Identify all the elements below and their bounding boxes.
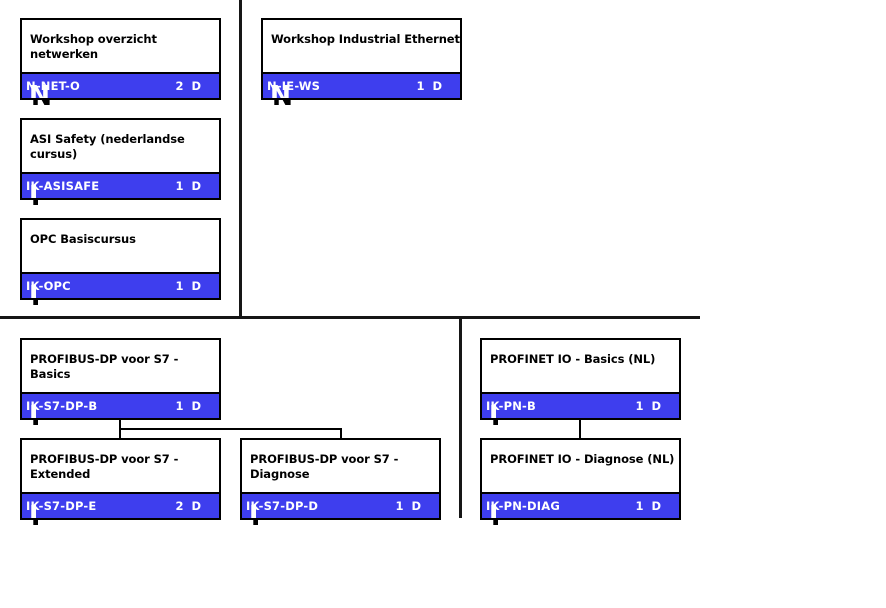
course-code-bar: IK-OPC 1 D I [22,272,219,298]
duration-value: 1 [635,499,644,513]
duration-unit: D [191,279,201,293]
course-code-bar: IK-S7-DP-B 1 D I [22,392,219,418]
course-title: PROFIBUS-DP voor S7 - Extended [30,452,179,481]
duration-value: 1 [175,179,184,193]
course-box-ik-s7-dp-d[interactable]: PROFIBUS-DP voor S7 - Diagnose I IK-S7-D… [240,438,441,529]
duration-unit: D [191,179,201,193]
course-box-n-net-o[interactable]: Workshop overzicht netwerken N N-NET-O 2… [20,18,221,109]
course-code: IK-PN-B [486,399,536,413]
course-title: Workshop overzicht netwerken [30,32,157,61]
duration-value: 1 [175,279,184,293]
duration-unit: D [191,399,201,413]
duration-value: 2 [175,79,184,93]
course-code: IK-OPC [26,279,71,293]
course-duration: 2 D [175,79,201,93]
course-code-bar: IK-S7-DP-E 2 D I [22,492,219,518]
duration-value: 1 [416,79,425,93]
course-title: OPC Basiscursus [30,232,136,246]
divider-vertical-bottom [459,319,462,518]
course-box-ik-s7-dp-b[interactable]: PROFIBUS-DP voor S7 - Basics I IK-S7-DP-… [20,338,221,429]
course-duration: 1 D [175,179,201,193]
course-code: IK-PN-DIAG [486,499,560,513]
course-duration: 1 D [395,499,421,513]
course-code: IK-S7-DP-D [246,499,319,513]
course-duration: 1 D [635,499,661,513]
divider-vertical-top [239,0,242,318]
duration-value: 1 [175,399,184,413]
course-code: N-NET-O [26,79,80,93]
connector-profinet-basics-diagnose [579,420,581,438]
duration-value: 2 [175,499,184,513]
course-code-bar: IK-ASISAFE 1 D I [22,172,219,198]
course-duration: 1 D [635,399,661,413]
course-duration: 1 D [175,399,201,413]
course-box-ik-pn-diag[interactable]: PROFINET IO - Diagnose (NL) I IK-PN-DIAG… [480,438,681,529]
course-code-bar: IK-S7-DP-D 1 D I [242,492,439,518]
connector-profibus-diagnose-down [340,428,342,438]
course-title: PROFIBUS-DP voor S7 - Diagnose [250,452,399,481]
course-code-bar: N-NET-O 2 D N [22,72,219,98]
duration-unit: D [651,499,661,513]
course-code: IK-S7-DP-E [26,499,97,513]
duration-unit: D [651,399,661,413]
course-title: PROFINET IO - Basics (NL) [490,352,656,366]
course-code-bar: N-IE-WS 1 D N [263,72,460,98]
course-duration: 2 D [175,499,201,513]
course-duration: 1 D [175,279,201,293]
duration-value: 1 [635,399,644,413]
connector-profibus-basics-across [119,428,342,430]
course-code-bar: IK-PN-B 1 D I [482,392,679,418]
course-code: N-IE-WS [267,79,321,93]
course-box-ik-opc[interactable]: OPC Basiscursus I IK-OPC 1 D I [20,218,221,309]
course-code-bar: IK-PN-DIAG 1 D I [482,492,679,518]
course-box-ik-s7-dp-e[interactable]: PROFIBUS-DP voor S7 - Extended I IK-S7-D… [20,438,221,529]
course-title: PROFIBUS-DP voor S7 - Basics [30,352,179,381]
divider-horizontal-mid [0,316,700,319]
course-box-ik-pn-b[interactable]: PROFINET IO - Basics (NL) I IK-PN-B 1 D … [480,338,681,429]
course-title: PROFINET IO - Diagnose (NL) [490,452,675,466]
duration-unit: D [191,79,201,93]
course-box-n-ie-ws[interactable]: Workshop Industrial Ethernet N N-IE-WS 1… [261,18,462,109]
duration-unit: D [411,499,421,513]
course-code: IK-ASISAFE [26,179,100,193]
duration-unit: D [432,79,442,93]
duration-value: 1 [395,499,404,513]
course-title: ASI Safety (nederlandse cursus) [30,132,185,161]
duration-unit: D [191,499,201,513]
course-duration: 1 D [416,79,442,93]
course-box-ik-asisafe[interactable]: ASI Safety (nederlandse cursus) I IK-ASI… [20,118,221,209]
course-title: Workshop Industrial Ethernet [271,32,460,46]
course-code: IK-S7-DP-B [26,399,98,413]
